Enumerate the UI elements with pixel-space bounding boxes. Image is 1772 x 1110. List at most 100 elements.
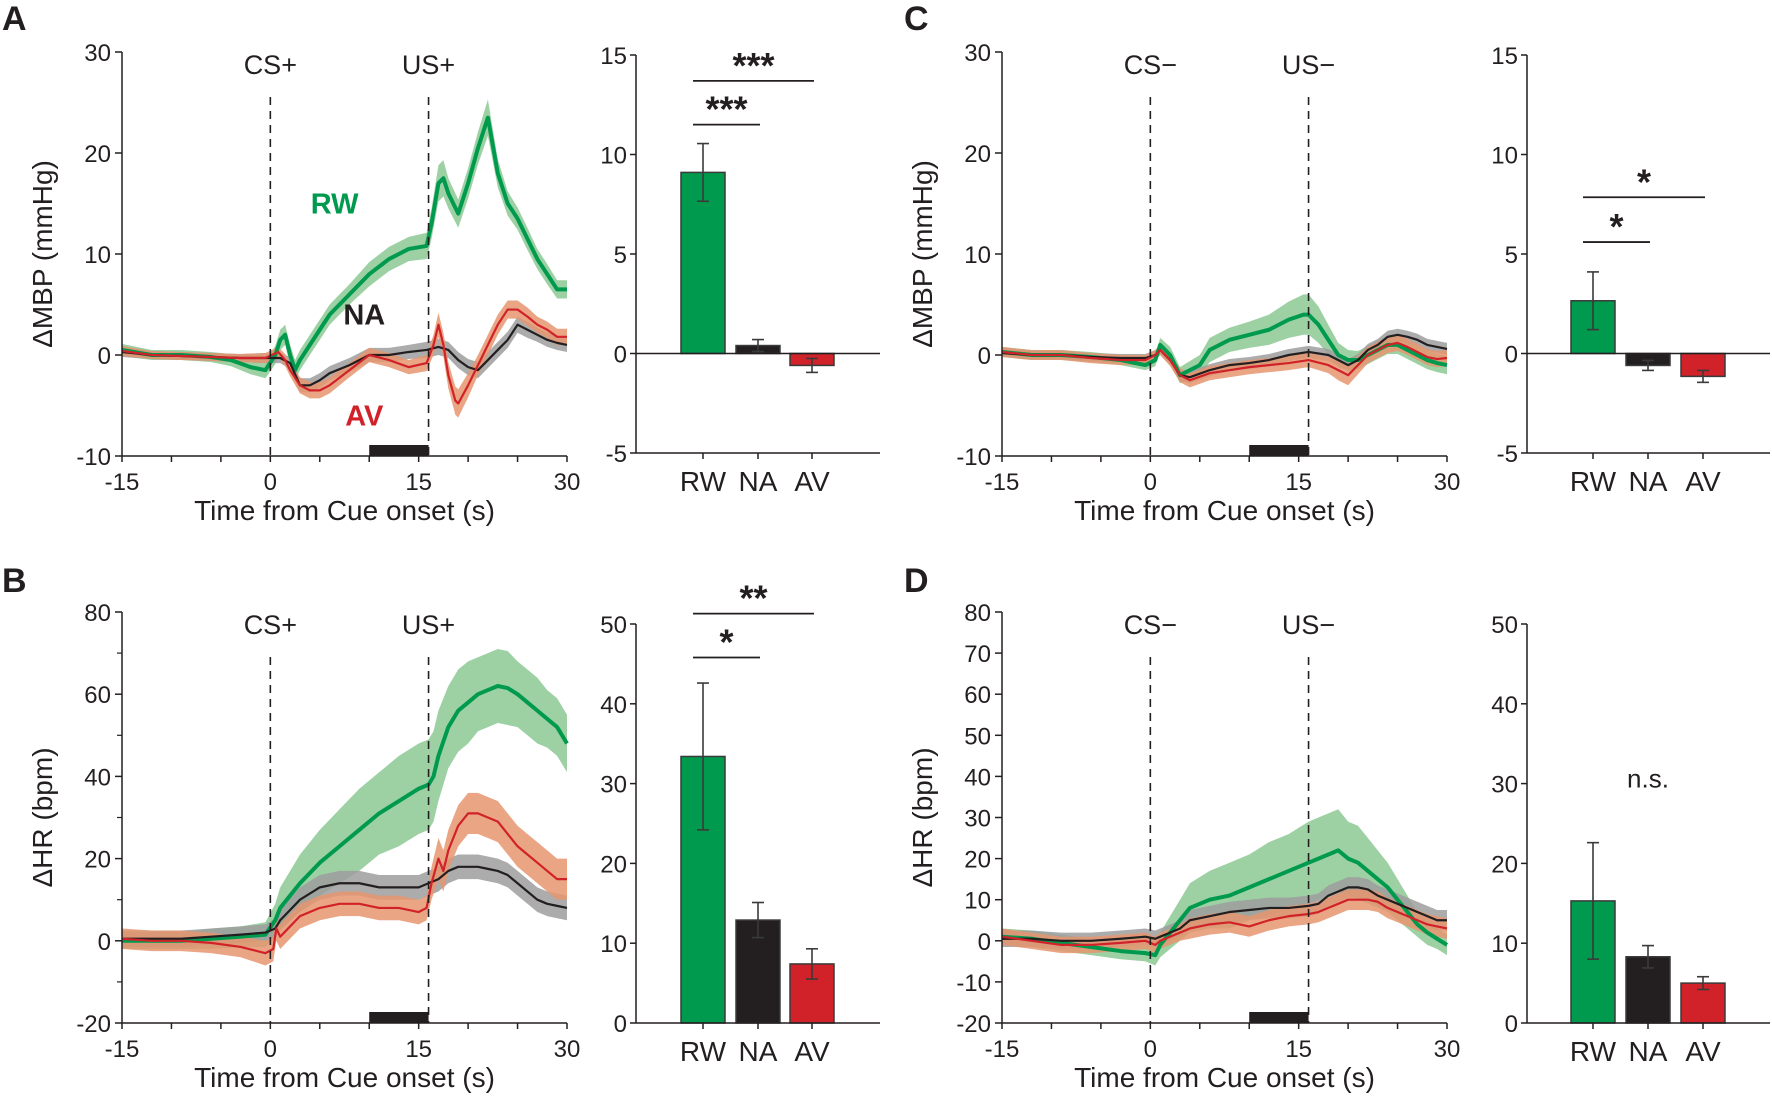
- stimulus-bar: [369, 445, 429, 456]
- x-tick-label: 15: [405, 469, 432, 496]
- y-tick-label: 20: [84, 847, 111, 874]
- x-tick-label: 0: [264, 1036, 277, 1063]
- y-tick-label: 0: [978, 343, 991, 370]
- error-band-av: [122, 300, 567, 418]
- y-tick-label: 10: [1491, 143, 1518, 170]
- y-tick-label: -10: [956, 970, 991, 997]
- y-tick-label: 60: [964, 682, 991, 709]
- panel-letters: A B C D: [2, 0, 929, 600]
- event-label: CS−: [1124, 50, 1177, 80]
- series-label-rw: RW: [311, 189, 359, 221]
- x-tick-label-na: NA: [1629, 466, 1668, 497]
- y-tick-label: 40: [600, 692, 627, 719]
- x-tick-label: -15: [985, 1036, 1020, 1063]
- significance-label: ***: [732, 45, 774, 86]
- chart-b-bar: 0 10 20 30 40 50 RW NA AV ***: [600, 578, 880, 1067]
- y-tick-label: -10: [76, 444, 111, 471]
- y-tick-label: -20: [76, 1011, 111, 1038]
- y-tick-label: 40: [1491, 692, 1518, 719]
- error-band-na: [122, 854, 567, 947]
- y-tick-label: 50: [1491, 612, 1518, 639]
- x-tick-label: -15: [105, 1036, 140, 1063]
- x-tick-label: 0: [1144, 1036, 1157, 1063]
- y-tick-label: 15: [600, 43, 627, 70]
- x-tick-label: 30: [554, 1036, 581, 1063]
- x-axis-title: Time from Cue onset (s): [194, 1062, 495, 1093]
- y-tick-label: 20: [600, 851, 627, 878]
- x-tick-label: 30: [1434, 1036, 1461, 1063]
- chart-a: CS+ US+ -10 0 10 20 30 -15 0 15 30 ΔMBP (mmHg) Time …: [27, 40, 580, 526]
- x-tick-label-na: NA: [739, 1036, 778, 1067]
- y-axis-title: ΔMBP (mmHg): [907, 160, 938, 348]
- series-label-av: AV: [345, 401, 384, 433]
- x-tick-label: 15: [1285, 1036, 1312, 1063]
- x-tick-label-rw: RW: [680, 1036, 727, 1067]
- x-tick-label-av: AV: [794, 466, 830, 497]
- y-tick-label: 0: [98, 343, 111, 370]
- y-axis-title: ΔHR (bpm): [907, 747, 938, 887]
- ns-annotation: n.s.: [1627, 764, 1669, 794]
- y-tick-label: 20: [964, 847, 991, 874]
- y-tick-label: 5: [1505, 242, 1518, 269]
- y-tick-label: 0: [614, 1011, 627, 1038]
- y-tick-label: 30: [600, 772, 627, 799]
- y-tick-label: -5: [606, 441, 627, 468]
- event-label: US−: [1282, 610, 1335, 640]
- stimulus-bar: [1249, 1012, 1309, 1023]
- x-tick-label-av: AV: [794, 1036, 830, 1067]
- significance-label: ***: [705, 89, 747, 130]
- series-line-av: [1001, 341, 1448, 382]
- significance-label: **: [739, 578, 767, 619]
- y-tick-label: 30: [964, 40, 991, 67]
- series-line-na: [1001, 333, 1448, 379]
- y-tick-label: 10: [84, 242, 111, 269]
- series-line-na: [122, 865, 568, 940]
- error-band-rw: [122, 99, 567, 381]
- y-axis-title: ΔHR (bpm): [27, 747, 58, 887]
- y-tick-label: 80: [84, 600, 111, 627]
- y-tick-label: 60: [84, 682, 111, 709]
- y-tick-label: 50: [600, 612, 627, 639]
- series-line-rw: [1001, 312, 1448, 378]
- x-tick-label: 0: [264, 469, 277, 496]
- event-label: US−: [1282, 50, 1335, 80]
- x-axis-title: Time from Cue onset (s): [1074, 495, 1375, 526]
- series-line-av: [121, 812, 567, 955]
- x-axis-title: Time from Cue onset (s): [1074, 1062, 1375, 1093]
- error-band-rw: [122, 648, 567, 950]
- event-label: US+: [402, 610, 455, 640]
- series-label-na: NA: [343, 300, 385, 332]
- y-tick-label: -10: [956, 444, 991, 471]
- y-tick-label: 0: [978, 929, 991, 956]
- x-tick-label: 15: [405, 1036, 432, 1063]
- event-label: CS+: [244, 50, 297, 80]
- y-tick-label: 80: [964, 600, 991, 627]
- x-tick-label-na: NA: [1629, 1036, 1668, 1067]
- chart-c-bar: -5 0 5 10 15 RW NA AV * *: [1491, 43, 1770, 497]
- y-tick-label: 20: [964, 141, 991, 168]
- y-tick-label: 5: [614, 242, 627, 269]
- error-band-av: [122, 792, 567, 966]
- event-label: CS+: [244, 610, 297, 640]
- error-bands: [122, 648, 567, 966]
- y-tick-label: 0: [614, 342, 627, 369]
- series-line-av: [1001, 898, 1448, 947]
- x-tick-label-av: AV: [1685, 1036, 1721, 1067]
- y-tick-label: 40: [84, 764, 111, 791]
- y-tick-label: 20: [84, 141, 111, 168]
- significance-label: *: [1609, 206, 1623, 247]
- stimulus-bar: [1249, 445, 1309, 456]
- x-tick-label: -15: [985, 469, 1020, 496]
- x-tick-label: 15: [1285, 469, 1312, 496]
- x-tick-label: 30: [1434, 469, 1461, 496]
- x-tick-label: 0: [1144, 469, 1157, 496]
- significance-label: *: [1637, 161, 1651, 202]
- chart-c: CS− US− -10 0 10 20 30 -15 0 15 30 ΔMBP (mmHg) Time …: [907, 40, 1460, 526]
- event-label: CS−: [1124, 610, 1177, 640]
- series-lines: [1001, 312, 1448, 382]
- error-band-av: [1002, 334, 1447, 388]
- y-tick-label: -5: [1497, 441, 1518, 468]
- y-tick-label: 30: [84, 40, 111, 67]
- series-line-av: [121, 308, 567, 405]
- series-lines: [1001, 848, 1449, 958]
